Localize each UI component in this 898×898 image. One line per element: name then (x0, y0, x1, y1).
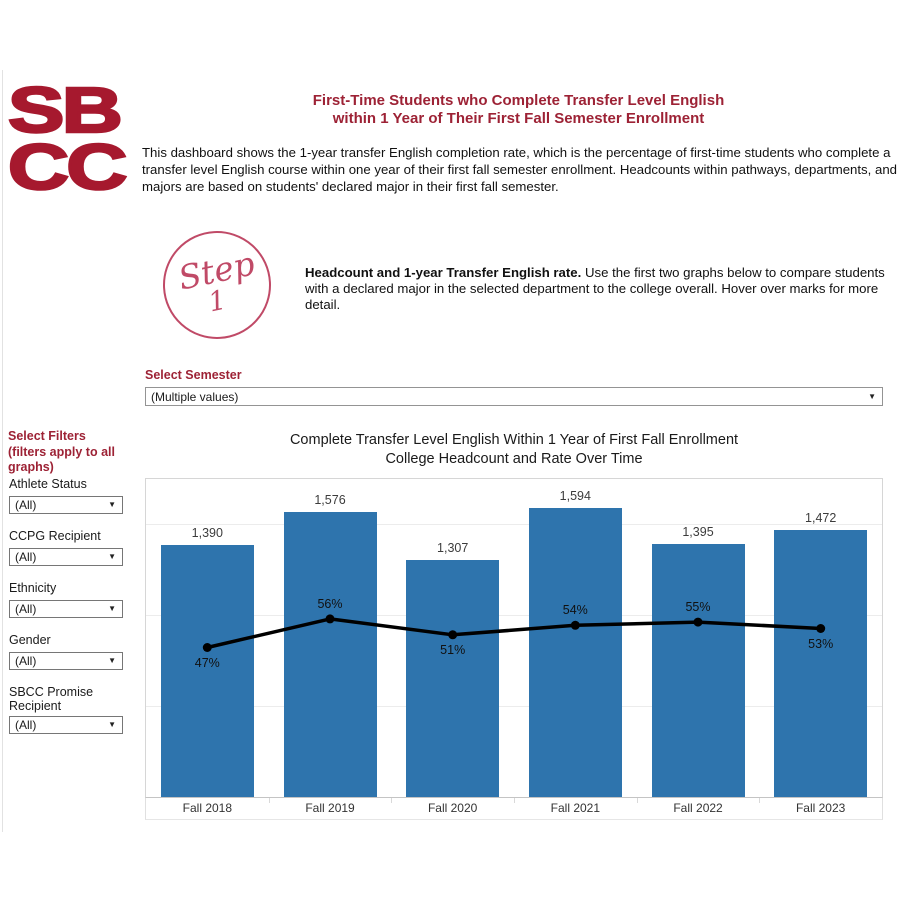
headcount-bar[interactable] (774, 530, 868, 797)
x-axis-tick (636, 798, 638, 803)
logo-line-2: CC (6, 131, 129, 203)
gridline (146, 705, 882, 707)
rate-point[interactable] (325, 614, 335, 624)
x-axis-tick (391, 798, 393, 803)
ethnicity-select[interactable]: (All) ▼ (9, 600, 123, 618)
rate-point[interactable] (202, 643, 212, 652)
ccpg-recipient-value: (All) (15, 550, 37, 564)
headcount-bar[interactable] (528, 508, 622, 797)
page-title-line-2: within 1 Year of Their First Fall Semest… (332, 110, 705, 127)
rate-value-label: 56% (317, 596, 343, 611)
plot-area: 1,390 1,576 1,307 1,594 1,395 1,472 47% 56% 51% 5… (146, 479, 882, 797)
semester-select[interactable]: (Multiple values) ▼ (145, 387, 883, 406)
headcount-bar[interactable] (406, 560, 500, 797)
select-filters-heading: Select Filters (filters apply to all gra… (8, 429, 134, 476)
ethnicity-value: (All) (15, 602, 37, 616)
x-axis-tick (268, 798, 270, 803)
x-axis-label: Fall 2022 (673, 801, 723, 815)
rate-point[interactable] (570, 620, 580, 630)
dashboard-description: This dashboard shows the 1-year transfer… (142, 145, 897, 194)
left-border-line (2, 70, 3, 832)
rate-value-label: 55% (685, 600, 711, 615)
logo-line-1: SB (6, 74, 124, 146)
headcount-bar[interactable] (651, 544, 745, 797)
dropdown-arrow-icon: ▼ (108, 604, 116, 614)
sbcc-promise-recipient-select[interactable]: (All) ▼ (9, 716, 123, 734)
x-axis-tick (759, 798, 761, 803)
headcount-bar[interactable] (283, 511, 377, 797)
chart-plot: 1,390 1,576 1,307 1,594 1,395 1,472 47% 56% 51% 5… (145, 478, 883, 798)
ccpg-recipient-label: CCPG Recipient (9, 529, 101, 543)
rate-value-label: 51% (440, 642, 466, 657)
dropdown-arrow-icon: ▼ (108, 720, 116, 730)
step-1-body: Use the first two graphs below to compar… (305, 265, 885, 312)
gridline (146, 614, 882, 616)
rate-value-label: 54% (562, 603, 588, 618)
x-axis: Fall 2018 Fall 2019 Fall 2020 Fall 2021 Fall… (145, 798, 883, 820)
semester-select-value: (Multiple values) (151, 389, 239, 404)
dropdown-arrow-icon: ▼ (108, 500, 116, 510)
rate-line (202, 614, 826, 652)
rate-value-label: 53% (808, 636, 834, 651)
step-1-badge: Step 1 (160, 228, 274, 342)
step-1-instructions: Headcount and 1-year Transfer English ra… (305, 265, 885, 313)
rate-point[interactable] (448, 630, 458, 640)
sbcc-logo: SB CC (6, 74, 129, 203)
bar-value-label: 1,594 (559, 489, 591, 504)
step-badge-number: 1 (206, 284, 230, 319)
chart-title: Complete Transfer Level English Within 1… (145, 431, 883, 468)
bar-value-label: 1,395 (682, 525, 714, 540)
gender-label: Gender (9, 633, 51, 647)
gridline (146, 524, 882, 526)
bar-value-label: 1,576 (314, 492, 346, 507)
select-filters-heading-line-3: graphs) (8, 460, 54, 474)
chart-title-line-2: College Headcount and Rate Over Time (385, 450, 643, 467)
bar-value-label: 1,472 (805, 511, 837, 526)
select-filters-heading-line-2: (filters apply to all (8, 444, 115, 459)
rate-value-label: 47% (194, 655, 220, 670)
bar-value-label: 1,307 (437, 541, 469, 556)
step-1-lead: Headcount and 1-year Transfer English ra… (305, 265, 582, 280)
dropdown-arrow-icon: ▼ (868, 391, 876, 401)
x-axis-label: Fall 2021 (550, 801, 601, 815)
athlete-status-label: Athlete Status (9, 477, 87, 491)
dropdown-arrow-icon: ▼ (108, 552, 116, 562)
rate-line-path (205, 617, 823, 650)
bar-value-label: 1,390 (191, 526, 223, 541)
x-axis-label: Fall 2020 (427, 801, 478, 815)
select-semester-label: Select Semester (145, 368, 242, 382)
headcount-bar[interactable] (160, 545, 254, 797)
athlete-status-select[interactable]: (All) ▼ (9, 496, 123, 514)
gender-select[interactable]: (All) ▼ (9, 652, 123, 670)
chart-title-line-1: Complete Transfer Level English Within 1… (289, 432, 739, 448)
rate-point[interactable] (816, 624, 826, 633)
gender-value: (All) (15, 654, 37, 668)
page-title-line-1: First-Time Students who Complete Transfe… (312, 92, 725, 109)
ccpg-recipient-select[interactable]: (All) ▼ (9, 548, 123, 566)
sbcc-promise-recipient-label: SBCC Promise Recipient (9, 685, 94, 713)
x-axis-tick (514, 798, 515, 803)
ethnicity-label: Ethnicity (9, 581, 57, 595)
x-axis-label: Fall 2019 (305, 801, 355, 815)
x-axis-label: Fall 2023 (795, 801, 846, 815)
select-filters-heading-line-1: Select Filters (8, 429, 86, 443)
athlete-status-value: (All) (15, 498, 37, 512)
x-axis-label: Fall 2018 (182, 801, 233, 815)
dropdown-arrow-icon: ▼ (108, 656, 116, 666)
rate-point[interactable] (693, 617, 703, 627)
sbcc-promise-recipient-value: (All) (15, 718, 37, 732)
page-title: First-Time Students who Complete Transfe… (142, 92, 895, 128)
